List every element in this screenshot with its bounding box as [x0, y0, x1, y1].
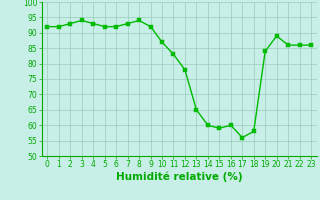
X-axis label: Humidité relative (%): Humidité relative (%)	[116, 172, 243, 182]
